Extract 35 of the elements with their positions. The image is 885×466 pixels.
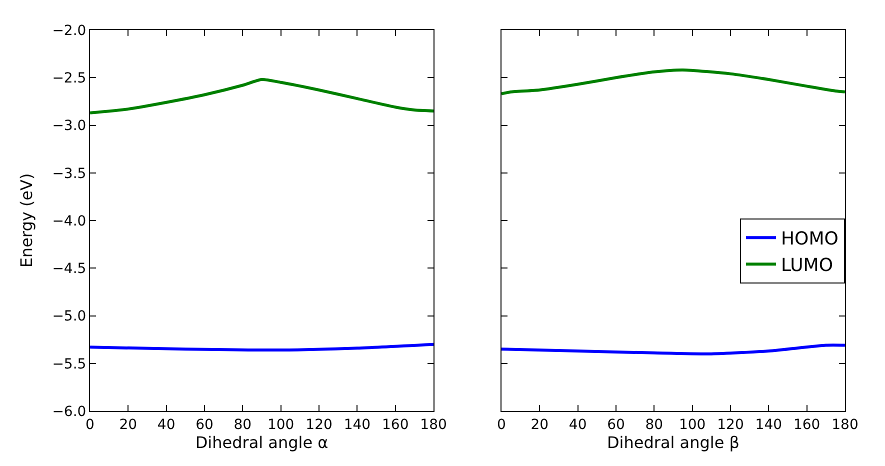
x-tick-label: 180 xyxy=(832,416,858,433)
x-tick-label: 100 xyxy=(267,416,294,433)
x-tick-label: 100 xyxy=(678,416,706,433)
y-tick-label: −5.5 xyxy=(52,356,86,372)
x-tick-label: 60 xyxy=(196,416,214,433)
x-tick-label: 80 xyxy=(645,416,664,433)
x-tick-label: 140 xyxy=(344,416,371,433)
x-tick-label: 40 xyxy=(568,416,587,433)
x-tick-label: 0 xyxy=(86,416,94,433)
x-tick-label: 120 xyxy=(306,416,332,433)
x-tick-label: 0 xyxy=(497,416,506,433)
x-tick-label: 180 xyxy=(420,416,447,433)
x-tick-label: 20 xyxy=(119,416,138,433)
x-tick-label: 160 xyxy=(382,416,409,433)
y-tick-label: −3.5 xyxy=(52,166,86,182)
x-tick-label: 40 xyxy=(157,416,176,433)
y-tick-label: −4.5 xyxy=(52,261,86,278)
y-tick-label: −5.0 xyxy=(52,308,86,325)
x-tick-label: 60 xyxy=(607,416,625,433)
x-tick-label: 120 xyxy=(717,416,744,433)
legend-label: HOMO xyxy=(781,228,838,250)
x-tick-label: 20 xyxy=(530,416,549,433)
y-tick-label: −2.0 xyxy=(52,22,86,39)
y-tick-label: −4.0 xyxy=(52,213,86,230)
legend-label: LUMO xyxy=(781,255,834,276)
y-axis-title: Energy (eV) xyxy=(17,173,36,268)
x-tick-label: 80 xyxy=(234,416,252,433)
x-tick-label: 160 xyxy=(793,416,820,433)
y-tick-label: −6.0 xyxy=(52,404,86,420)
x-axis-title: Dihedral angle β xyxy=(606,432,740,452)
y-tick-label: −2.5 xyxy=(52,70,86,87)
x-axis-title: Dihedral angle α xyxy=(195,432,328,452)
y-tick-label: −3.0 xyxy=(52,118,86,134)
x-tick-label: 140 xyxy=(755,416,782,433)
line-series xyxy=(90,78,434,114)
